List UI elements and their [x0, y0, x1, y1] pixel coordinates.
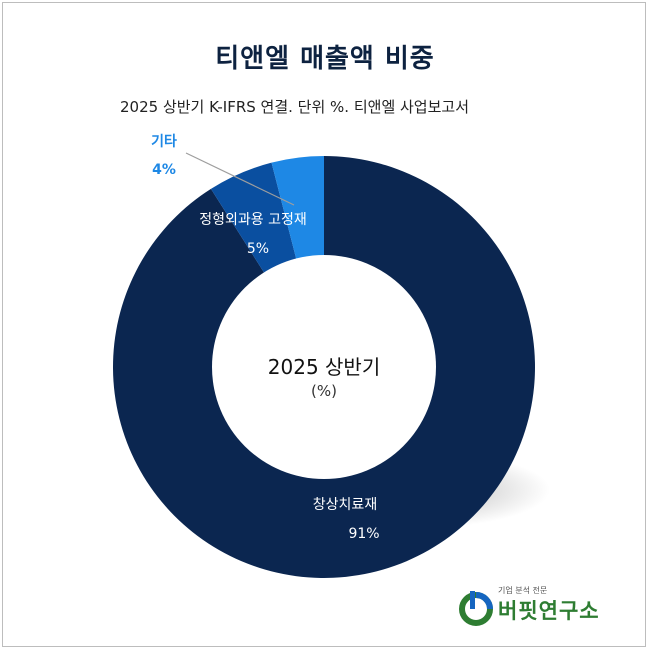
label-orthopedic-fixation-value: 5%: [247, 241, 269, 257]
chart-subtitle: 2025 상반기 K-IFRS 연결. 단위 %. 티앤엘 사업보고서: [120, 98, 470, 116]
label-wound-care-name: 창상치료재: [313, 497, 377, 513]
logo-tagline: 기업 분석 전문: [498, 586, 548, 595]
logo-icon: [459, 591, 493, 626]
center-title: 2025 상반기: [268, 355, 380, 379]
buffett-lab-logo: 기업 분석 전문 버핏연구소: [458, 585, 618, 629]
center-unit: (%): [311, 382, 337, 400]
label-wound-care-value: 91%: [348, 526, 379, 542]
label-other-name: 기타: [151, 134, 177, 150]
logo-name: 버핏연구소: [498, 599, 600, 623]
donut-hole: [212, 255, 436, 479]
label-other-value: 4%: [152, 162, 176, 178]
chart-title: 티앤엘 매출액 비중: [215, 44, 435, 74]
leader-line: [185, 152, 295, 206]
label-orthopedic-fixation-name: 정형외과용 고정재: [199, 212, 307, 228]
